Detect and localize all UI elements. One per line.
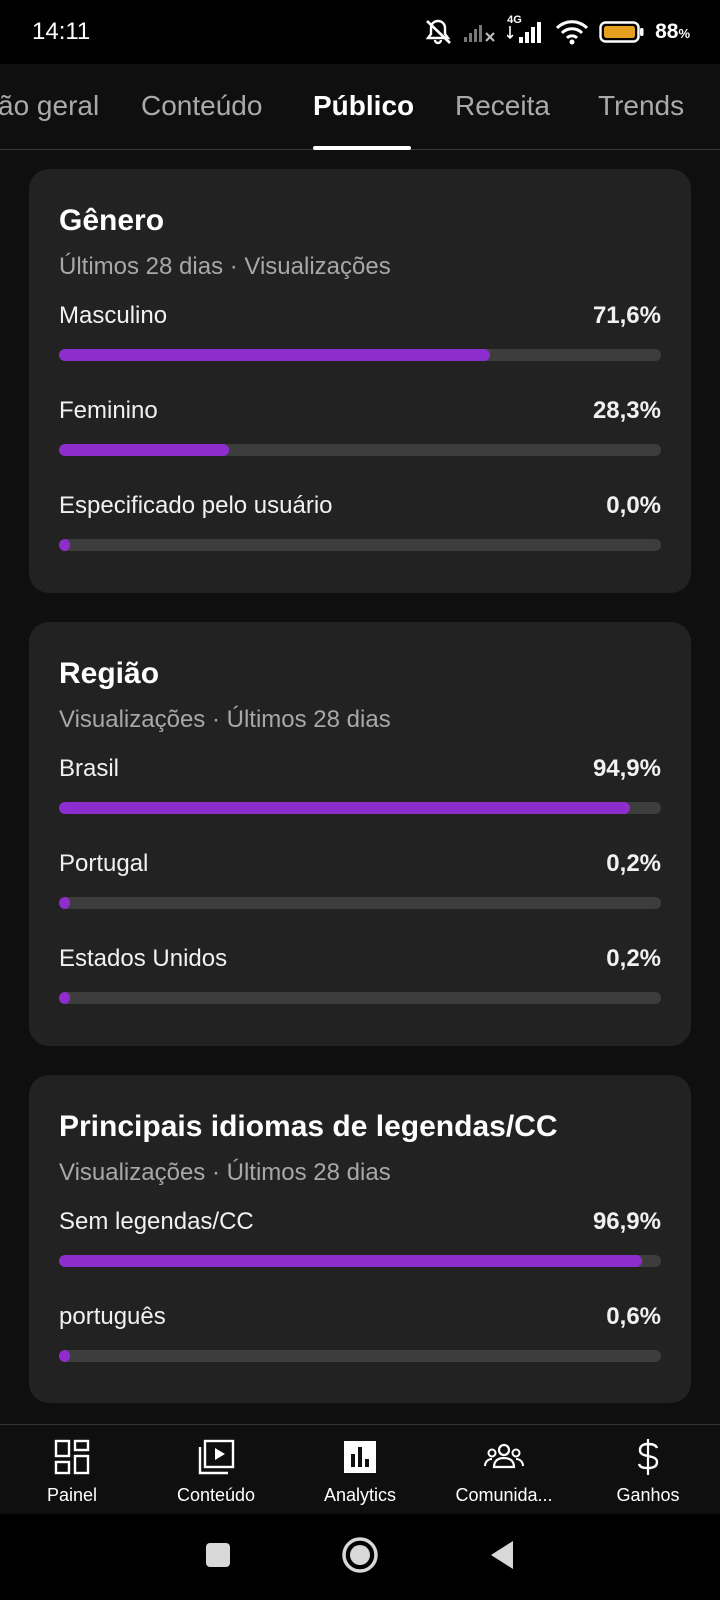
metric-value: 0,6%: [606, 1303, 661, 1330]
metric-row: Especificado pelo usuário 0,0%: [59, 472, 661, 567]
metric-row: português 0,6%: [59, 1283, 661, 1378]
card-title: Principais idiomas de legendas/CC: [59, 1110, 558, 1143]
metric-row: Brasil 94,9%: [59, 735, 661, 830]
metric-value: 0,2%: [606, 945, 661, 972]
metric-value: 0,2%: [606, 850, 661, 877]
metric-label: Feminino: [59, 397, 158, 424]
progress-fill: [59, 992, 70, 1004]
progress-fill: [59, 539, 70, 551]
progress-track: [59, 992, 661, 1004]
progress-track: [59, 1255, 661, 1267]
nav-community[interactable]: Comunida...: [432, 1425, 576, 1514]
nav-label: Analytics: [323, 1485, 397, 1505]
network-type: 4G: [507, 14, 522, 26]
tab-trends[interactable]: Trends: [598, 90, 685, 121]
captions-card: Principais idiomas de legendas/CC Visual…: [29, 1075, 691, 1403]
metric-row: Estados Unidos 0,2%: [59, 925, 661, 1020]
metric-label: Sem legendas/CC: [59, 1208, 254, 1235]
signal-4g-icon: 4G: [507, 14, 545, 44]
tab-overview[interactable]: ão geral: [0, 90, 100, 121]
status-time: 14:11: [32, 18, 91, 45]
progress-fill: [59, 1255, 643, 1267]
metric-label: Masculino: [59, 302, 168, 329]
home-button[interactable]: [341, 1536, 379, 1579]
progress-track: [59, 1350, 661, 1362]
dashboard-icon: [52, 1437, 92, 1477]
progress-fill: [59, 349, 491, 361]
progress-track: [59, 349, 661, 361]
metric-row: Masculino 71,6%: [59, 282, 661, 377]
metric-value: 71,6%: [592, 302, 661, 329]
progress-track: [59, 444, 661, 456]
nav-content[interactable]: Conteúdo: [144, 1425, 288, 1514]
card-subtitle: Últimos 28 dias · Visualizações: [59, 253, 391, 280]
progress-fill: [59, 897, 70, 909]
metric-label: Estados Unidos: [59, 945, 228, 972]
tab-revenue[interactable]: Receita: [455, 90, 550, 121]
battery-percent: 88%: [655, 20, 690, 43]
metric-value: 96,9%: [592, 1208, 661, 1235]
metric-label: Portugal: [59, 850, 149, 877]
metric-row: Feminino 28,3%: [59, 377, 661, 472]
metric-row: Sem legendas/CC 96,9%: [59, 1188, 661, 1283]
metric-label: português: [59, 1303, 166, 1330]
progress-fill: [59, 444, 230, 456]
nav-dashboard[interactable]: Painel: [0, 1425, 144, 1514]
tab-content[interactable]: Conteúdo: [141, 90, 263, 121]
progress-fill: [59, 1350, 70, 1362]
signal-no-service-icon: [463, 21, 497, 43]
progress-fill: [59, 802, 631, 814]
metric-label: Brasil: [59, 755, 120, 782]
metric-value: 28,3%: [592, 397, 661, 424]
nav-label: Conteúdo: [176, 1485, 256, 1505]
back-button[interactable]: [489, 1540, 515, 1575]
region-card: Região Visualizações · Últimos 28 dias B…: [29, 622, 691, 1046]
nav-analytics[interactable]: Analytics: [288, 1425, 432, 1514]
metric-value: 94,9%: [592, 755, 661, 782]
metric-label: Especificado pelo usuário: [59, 492, 333, 519]
tab-bar: ão geral Conteúdo Público Receita Trends: [0, 64, 720, 150]
wifi-icon: [555, 19, 589, 45]
gender-card: Gênero Últimos 28 dias · Visualizações M…: [29, 169, 691, 593]
progress-track: [59, 897, 661, 909]
nav-label: Painel: [46, 1485, 98, 1505]
progress-track: [59, 539, 661, 551]
status-bar: 14:11 4G: [0, 0, 720, 64]
muted-bell-icon: [423, 18, 453, 46]
card-subtitle: Visualizações · Últimos 28 dias: [59, 706, 391, 733]
battery-icon: [599, 20, 645, 44]
tab-audience[interactable]: Público: [313, 90, 415, 121]
content-icon: [196, 1437, 236, 1477]
recents-button[interactable]: [205, 1542, 231, 1573]
progress-track: [59, 802, 661, 814]
community-icon: [484, 1437, 524, 1477]
bottom-nav: Painel Conteúdo Analytics: [0, 1424, 720, 1514]
metric-row: Portugal 0,2%: [59, 830, 661, 925]
metric-value: 0,0%: [606, 492, 661, 519]
system-nav-bar: [0, 1514, 720, 1600]
card-title: Gênero: [59, 204, 165, 237]
earnings-icon: [628, 1437, 668, 1477]
nav-label: Ganhos: [616, 1485, 680, 1505]
nav-earnings[interactable]: Ganhos: [576, 1425, 720, 1514]
nav-label: Comunida...: [455, 1485, 553, 1505]
card-title: Região: [59, 657, 160, 690]
card-subtitle: Visualizações · Últimos 28 dias: [59, 1159, 391, 1186]
analytics-icon: [340, 1437, 380, 1477]
active-tab-indicator: [313, 146, 411, 150]
status-icons: 4G 88%: [423, 14, 690, 46]
